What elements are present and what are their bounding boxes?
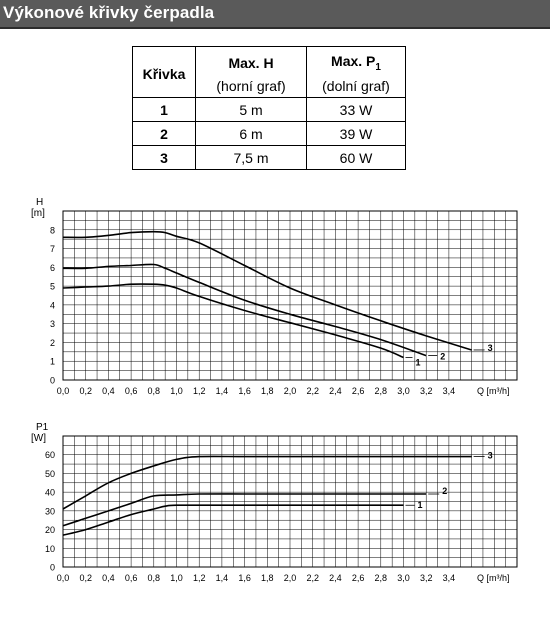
- x-tick-label: 2,4: [329, 573, 342, 583]
- x-tick-label: 1,6: [238, 386, 251, 396]
- curve-2-label: 2: [440, 352, 445, 362]
- header-max-p: Max. P1: [306, 46, 406, 74]
- y-axis-label: H: [36, 197, 43, 208]
- y-tick-label: 4: [50, 300, 55, 310]
- curve-2-line: [62, 263, 427, 357]
- x-tick-label: 0,0: [57, 573, 70, 583]
- x-tick-label: 2,6: [352, 573, 365, 583]
- y-tick-label: 7: [50, 244, 55, 254]
- x-tick-label: 1,8: [261, 573, 274, 583]
- x-tick-label: 0,4: [102, 573, 115, 583]
- cell-max-p: 33 W: [306, 97, 406, 122]
- header-max-p-main: Max. P: [331, 52, 376, 69]
- y-tick-label: 20: [45, 525, 55, 535]
- header-curve: Křivka: [132, 46, 196, 98]
- y-tick-label: 50: [45, 469, 55, 479]
- x-tick-label: 2,8: [375, 386, 388, 396]
- x-tick-label: 3,0: [397, 573, 410, 583]
- page-title: Výkonové křivky čerpadla: [3, 3, 215, 22]
- cell-curve: 3: [132, 145, 196, 170]
- curve-1-line: [62, 504, 404, 536]
- y-tick-label: 5: [50, 282, 55, 292]
- y-tick-label: 30: [45, 506, 55, 516]
- x-tick-label: 0,0: [57, 386, 70, 396]
- x-tick-label: 2,0: [284, 386, 297, 396]
- cell-max-h: 6 m: [195, 121, 307, 146]
- x-tick-label: 0,2: [79, 386, 92, 396]
- y-axis-unit: [W]: [31, 433, 46, 444]
- x-tick-label: 0,8: [148, 573, 161, 583]
- x-tick-label: 1,0: [170, 386, 183, 396]
- x-tick-label: 3,0: [397, 386, 410, 396]
- x-tick-label: 0,6: [125, 386, 138, 396]
- x-tick-label: 2,8: [375, 573, 388, 583]
- x-tick-label: 0,6: [125, 573, 138, 583]
- header-max-p-subscript: 1: [375, 61, 381, 73]
- curve-1-label: 1: [418, 500, 423, 510]
- x-tick-label: 3,2: [420, 386, 433, 396]
- title-bar: Výkonové křivky čerpadla: [0, 0, 550, 29]
- x-tick-label: 0,8: [148, 386, 161, 396]
- cell-curve: 2: [132, 121, 196, 146]
- curve-3-line: [62, 455, 472, 510]
- x-tick-label: 1,8: [261, 386, 274, 396]
- table-row: 1 5 m 33 W: [132, 97, 406, 122]
- x-tick-label: 3,4: [443, 573, 456, 583]
- y-tick-label: 3: [50, 319, 55, 329]
- curve-spec-table: Křivka Max. H Max. P1 (horní graf) (doln…: [132, 46, 406, 170]
- x-tick-label: 1,2: [193, 573, 206, 583]
- x-tick-label: 0,4: [102, 386, 115, 396]
- plot-frame: [62, 435, 518, 568]
- x-tick-label: 3,4: [443, 386, 456, 396]
- head-chart: 0 1 2 3 4 5 6 7 8 0,0 0,2 0,4 0,6 0,8 1,0 1,2 1,4 1,6 1,8 2…: [31, 197, 518, 396]
- y-tick-label: 40: [45, 488, 55, 498]
- y-tick-label: 60: [45, 450, 55, 460]
- cell-max-h: 5 m: [195, 97, 307, 122]
- cell-curve: 1: [132, 97, 196, 122]
- power-chart: 0 10 20 30 40 50 60 0,0 0,2 0,4 0,6 0,8 1,0 1,2 1,4 1,6…: [31, 422, 518, 583]
- table-row: 3 7,5 m 60 W: [132, 145, 406, 170]
- curve-1-line: [62, 283, 404, 359]
- y-tick-label: 0: [50, 376, 55, 386]
- x-tick-label: 2,0: [284, 573, 297, 583]
- curve-3-label: 3: [488, 343, 493, 353]
- x-tick-label: 1,2: [193, 386, 206, 396]
- cell-max-h: 7,5 m: [195, 145, 307, 170]
- x-tick-label: 2,2: [306, 386, 319, 396]
- table-header-row: Křivka Max. H Max. P1: [132, 46, 406, 98]
- x-tick-label: 2,2: [306, 573, 319, 583]
- x-axis-label: Q [m³/h]: [477, 386, 510, 396]
- cell-max-p: 60 W: [306, 145, 406, 170]
- curve-2-line: [62, 493, 427, 527]
- curve-3-line: [62, 230, 472, 351]
- y-tick-label: 6: [50, 263, 55, 273]
- y-axis-label: P1: [36, 422, 49, 433]
- y-axis-unit: [m]: [31, 208, 45, 219]
- header-max-p-sub: (dolní graf): [306, 74, 406, 98]
- x-tick-label: 2,4: [329, 386, 342, 396]
- y-tick-label: 10: [45, 544, 55, 554]
- x-tick-label: 1,0: [170, 573, 183, 583]
- x-tick-label: 3,2: [420, 573, 433, 583]
- table-header-subrow: (horní graf) (dolní graf): [133, 74, 406, 98]
- x-tick-label: 0,2: [79, 573, 92, 583]
- y-tick-label: 0: [50, 563, 55, 573]
- x-tick-label: 2,6: [352, 386, 365, 396]
- y-tick-label: 1: [50, 357, 55, 367]
- curve-2-label: 2: [442, 486, 447, 496]
- x-tick-label: 1,6: [238, 573, 251, 583]
- y-tick-label: 2: [50, 338, 55, 348]
- header-max-h: Max. H: [195, 46, 307, 74]
- x-axis-label: Q [m³/h]: [477, 573, 510, 583]
- y-tick-label: 8: [50, 225, 55, 235]
- plot-frame: [62, 210, 518, 381]
- x-tick-label: 1,4: [216, 386, 229, 396]
- curve-3-label: 3: [488, 451, 493, 461]
- table-row: 2 6 m 39 W: [132, 121, 406, 146]
- header-max-h-sub: (horní graf): [195, 74, 307, 98]
- cell-max-p: 39 W: [306, 121, 406, 146]
- curve-1-label: 1: [416, 357, 421, 367]
- x-tick-label: 1,4: [216, 573, 229, 583]
